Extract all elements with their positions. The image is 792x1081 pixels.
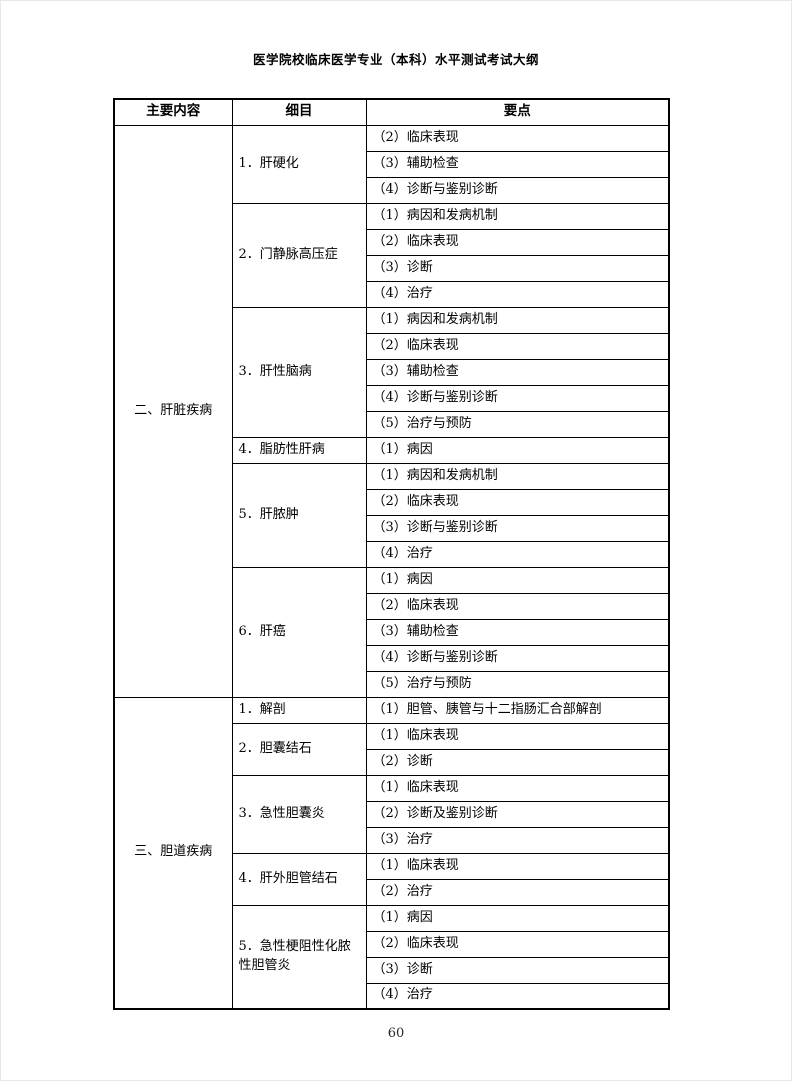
point-cell: （4）治疗 — [365, 540, 670, 568]
point-cell: （1）病因和发病机制 — [365, 202, 670, 230]
exam-outline-table: 主要内容 细目 要点 二、肝脏疾病 1．肝硬化 （2）临床表现 （3）辅助检查 （4）诊… — [113, 98, 670, 1010]
table-row: 三、胆道疾病 1．解剖 （1）胆管、胰管与十二指肠汇合部解剖 — [113, 696, 670, 1010]
table-row: （4）治疗 — [114, 540, 670, 568]
point-cell: （1）病因和发病机制 — [365, 462, 670, 490]
table-row: （3）诊断 — [114, 956, 670, 984]
detail-cell: 2．胆囊结石 — [231, 722, 367, 776]
point-cell: （4）治疗 — [365, 982, 670, 1010]
detail-cell: 6．肝癌 — [231, 566, 367, 698]
detail-cell: 1．肝硬化 — [231, 124, 367, 204]
point-cell: （3）治疗 — [365, 826, 670, 854]
point-cell: （3）辅助检查 — [365, 618, 670, 646]
table-row: （4）治疗 — [114, 280, 670, 308]
detail-cell: 3．肝性脑病 — [231, 306, 367, 438]
table-row: （3）辅助检查 — [114, 150, 670, 178]
point-cell: （1）临床表现 — [365, 774, 670, 802]
document-title: 医学院校临床医学专业（本科）水平测试考试大纲 — [252, 52, 539, 67]
table-row: 6．肝癌 （1）病因 — [114, 566, 670, 698]
point-cell: （2）诊断及鉴别诊断 — [365, 800, 670, 828]
point-cell: （3）诊断 — [365, 254, 670, 282]
detail-cell: 5．肝脓肿 — [231, 462, 367, 568]
point-cell: （2）诊断 — [365, 748, 670, 776]
table-header-row: 主要内容 细目 要点 — [113, 98, 670, 126]
point-cell: （2）临床表现 — [365, 930, 670, 958]
table-row: （4）诊断与鉴别诊断 — [114, 384, 670, 412]
column-header-main-content: 主要内容 — [113, 98, 233, 126]
point-cell: （3）辅助检查 — [365, 150, 670, 178]
table-row: 2．胆囊结石 （1）临床表现 — [114, 722, 670, 776]
point-cell: （2）治疗 — [365, 878, 670, 906]
detail-cell: 2．门静脉高压症 — [231, 202, 367, 308]
column-header-key-points: 要点 — [365, 98, 670, 126]
point-cell: （2）临床表现 — [365, 592, 670, 620]
table-row: 二、肝脏疾病 1．肝硬化 （2）临床表现 — [113, 124, 670, 698]
table-row: （5）治疗与预防 — [114, 410, 670, 438]
point-cell: （4）诊断与鉴别诊断 — [365, 176, 670, 204]
table-row: （2）临床表现 — [114, 332, 670, 360]
table-row: 3．肝性脑病 （1）病因和发病机制 — [114, 306, 670, 438]
table-row: （2）临床表现 — [114, 930, 670, 958]
point-cell: （1）胆管、胰管与十二指肠汇合部解剖 — [365, 696, 670, 724]
detail-cell: 1．解剖 — [231, 696, 367, 724]
point-cell: （2）临床表现 — [365, 488, 670, 516]
detail-cell: 5．急性梗阻性化脓性胆管炎 — [231, 904, 367, 1010]
table-row: （5）治疗与预防 — [114, 670, 670, 698]
main-content-cell: 三、胆道疾病 — [113, 696, 233, 1010]
table-row: （4）治疗 — [114, 982, 670, 1010]
point-cell: （4）诊断与鉴别诊断 — [365, 384, 670, 412]
table-row: （3）诊断 — [114, 254, 670, 282]
table-row: 4．脂肪性肝病 （1）病因 — [114, 436, 670, 464]
table-row: （2）诊断及鉴别诊断 — [114, 800, 670, 828]
point-cell: （3）辅助检查 — [365, 358, 670, 386]
point-cell: （3）诊断 — [365, 956, 670, 984]
column-header-detail: 细目 — [231, 98, 367, 126]
point-cell: （5）治疗与预防 — [365, 410, 670, 438]
detail-cell: 3．急性胆囊炎 — [231, 774, 367, 854]
table-row: 3．急性胆囊炎 （1）临床表现 — [114, 774, 670, 854]
point-cell: （2）临床表现 — [365, 124, 670, 152]
point-cell: （2）临床表现 — [365, 228, 670, 256]
detail-cell: 4．肝外胆管结石 — [231, 852, 367, 906]
table-row: （3）辅助检查 — [114, 358, 670, 386]
point-cell: （1）临床表现 — [365, 852, 670, 880]
main-content-cell: 二、肝脏疾病 — [113, 124, 233, 698]
point-cell: （1）病因和发病机制 — [365, 306, 670, 334]
point-cell: （4）诊断与鉴别诊断 — [365, 644, 670, 672]
point-cell: （1）病因 — [365, 566, 670, 594]
point-cell: （1）病因 — [365, 436, 670, 464]
page-number: 60 — [387, 1026, 405, 1041]
table-row: （3）治疗 — [114, 826, 670, 854]
table-row: （2）治疗 — [114, 878, 670, 906]
table-row: 5．肝脓肿 （1）病因和发病机制 — [114, 462, 670, 568]
table-row: （2）临床表现 — [114, 228, 670, 256]
detail-cell: 4．脂肪性肝病 — [231, 436, 367, 464]
table-row: （3）辅助检查 — [114, 618, 670, 646]
table-row: （4）诊断与鉴别诊断 — [114, 176, 670, 204]
point-cell: （1）临床表现 — [365, 722, 670, 750]
table-row: （4）诊断与鉴别诊断 — [114, 644, 670, 672]
point-cell: （3）诊断与鉴别诊断 — [365, 514, 670, 542]
point-cell: （1）病因 — [365, 904, 670, 932]
point-cell: （2）临床表现 — [365, 332, 670, 360]
point-cell: （5）治疗与预防 — [365, 670, 670, 698]
point-cell: （4）治疗 — [365, 280, 670, 308]
